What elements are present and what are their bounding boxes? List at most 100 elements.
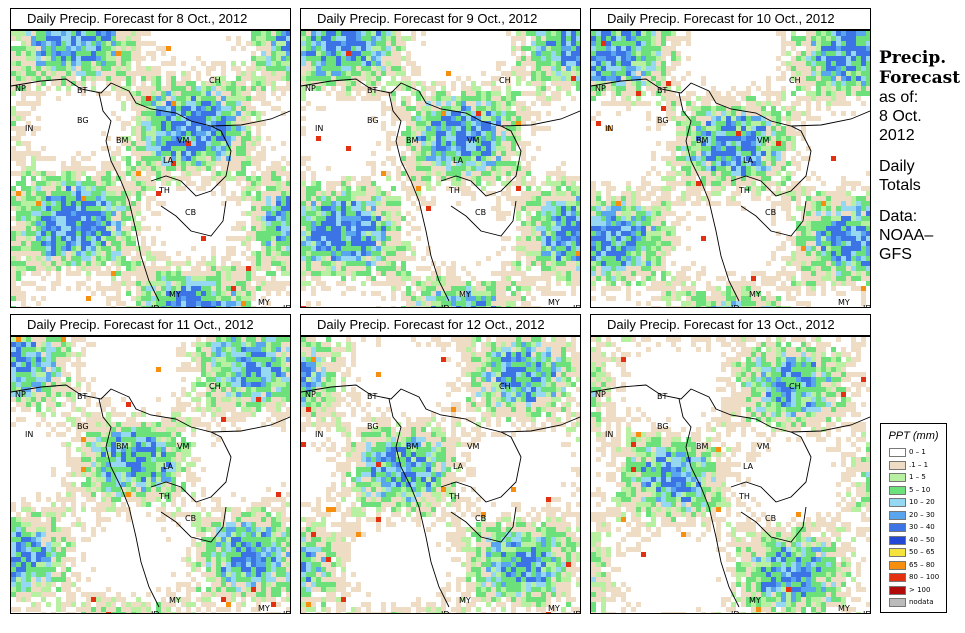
precip-cell: [791, 66, 796, 71]
precip-cell: [91, 186, 96, 191]
precip-cell: [416, 161, 421, 166]
precip-cell: [311, 176, 316, 181]
precip-cell: [151, 106, 156, 111]
precip-cell: [861, 66, 866, 71]
precip-cell: [106, 31, 111, 36]
precip-cell: [471, 166, 476, 171]
precip-cell: [381, 236, 386, 241]
precip-cell: [301, 131, 306, 136]
precip-cell: [241, 221, 246, 226]
precip-cell: [351, 286, 356, 291]
precip-cell: [851, 111, 856, 116]
precip-cell: [756, 161, 761, 166]
precip-cell: [46, 66, 51, 71]
precip-cell: [556, 276, 561, 281]
precip-cell: [746, 136, 751, 141]
precip-cell: [321, 106, 326, 111]
precip-cell: [776, 116, 781, 121]
precip-cell: [416, 146, 421, 151]
precip-cell: [821, 91, 826, 96]
precip-cell: [431, 281, 436, 286]
precip-cell: [311, 56, 316, 61]
precip-cell: [426, 161, 431, 166]
precip-cell: [341, 86, 346, 91]
precip-cell: [596, 111, 601, 116]
precip-cell: [541, 226, 546, 231]
precip-cell: [136, 121, 141, 126]
precip-cell: [751, 136, 756, 141]
precip-cell: [346, 181, 351, 186]
precip-cell: [566, 261, 571, 266]
precip-cell: [191, 301, 196, 306]
precip-cell: [131, 46, 136, 51]
precip-cell: [526, 276, 531, 281]
precip-cell: [661, 46, 666, 51]
precip-cell: [776, 136, 781, 141]
precip-cell: [201, 96, 206, 101]
precip-cell: [206, 66, 211, 71]
precip-cell: [226, 306, 231, 307]
precip-cell: [111, 236, 116, 241]
precip-cell: [406, 141, 411, 146]
precip-cell: [156, 101, 161, 106]
precip-cell: [516, 166, 521, 171]
precip-cell: [166, 276, 171, 281]
precip-cell: [256, 206, 261, 211]
precip-cell: [616, 101, 621, 106]
precip-cell: [136, 66, 141, 71]
precip-cell: [821, 41, 826, 46]
precip-cell: [181, 91, 186, 96]
precip-cell: [626, 76, 631, 81]
precip-cell: [516, 106, 521, 111]
precip-cell: [696, 141, 701, 146]
precip-cell: [226, 246, 231, 251]
precip-cell: [96, 191, 101, 196]
precip-cell: [401, 186, 406, 191]
precip-cell: [206, 131, 211, 136]
precip-cell: [261, 61, 266, 66]
precip-cell: [361, 291, 366, 296]
precip-cell: [116, 46, 121, 51]
precip-cell: [106, 181, 111, 186]
precip-cell: [231, 196, 236, 201]
precip-cell: [46, 186, 51, 191]
precip-cell: [541, 46, 546, 51]
precip-cell: [546, 61, 551, 66]
precip-cell: [466, 271, 471, 276]
precip-cell: [856, 41, 861, 46]
precip-cell: [541, 236, 546, 241]
precip-cell: [286, 206, 290, 211]
precip-cell: [611, 36, 616, 41]
precip-cell: [126, 306, 131, 307]
precip-cell: [486, 286, 491, 291]
precip-cell: [251, 291, 256, 296]
precip-cell: [571, 261, 576, 266]
precip-cell: [456, 101, 461, 106]
precip-cell: [411, 166, 416, 171]
precip-cell: [101, 36, 106, 41]
precip-cell: [226, 136, 231, 141]
precip-cell: [591, 41, 596, 46]
precip-cell: [341, 181, 346, 186]
precip-cell: [676, 56, 681, 61]
precip-cell: [606, 31, 611, 36]
precip-cell: [456, 131, 461, 136]
precip-cell: [276, 221, 281, 226]
precip-cell: [866, 36, 870, 41]
precip-cell: [256, 166, 261, 171]
precip-cell: [246, 126, 251, 131]
precip-cell: [546, 261, 551, 266]
precip-cell: [751, 126, 756, 131]
precip-cell: [96, 171, 101, 176]
precip-cell: [271, 176, 276, 181]
precip-cell: [186, 96, 191, 101]
precip-cell: [516, 71, 521, 76]
precip-cell: [96, 186, 101, 191]
precip-cell: [406, 76, 411, 81]
precip-cell: [351, 81, 356, 86]
precip-cell: [346, 41, 351, 46]
precip-cell: [506, 101, 511, 106]
precip-cell: [41, 256, 46, 261]
precip-cell: [751, 96, 756, 101]
precip-cell: [366, 86, 371, 91]
